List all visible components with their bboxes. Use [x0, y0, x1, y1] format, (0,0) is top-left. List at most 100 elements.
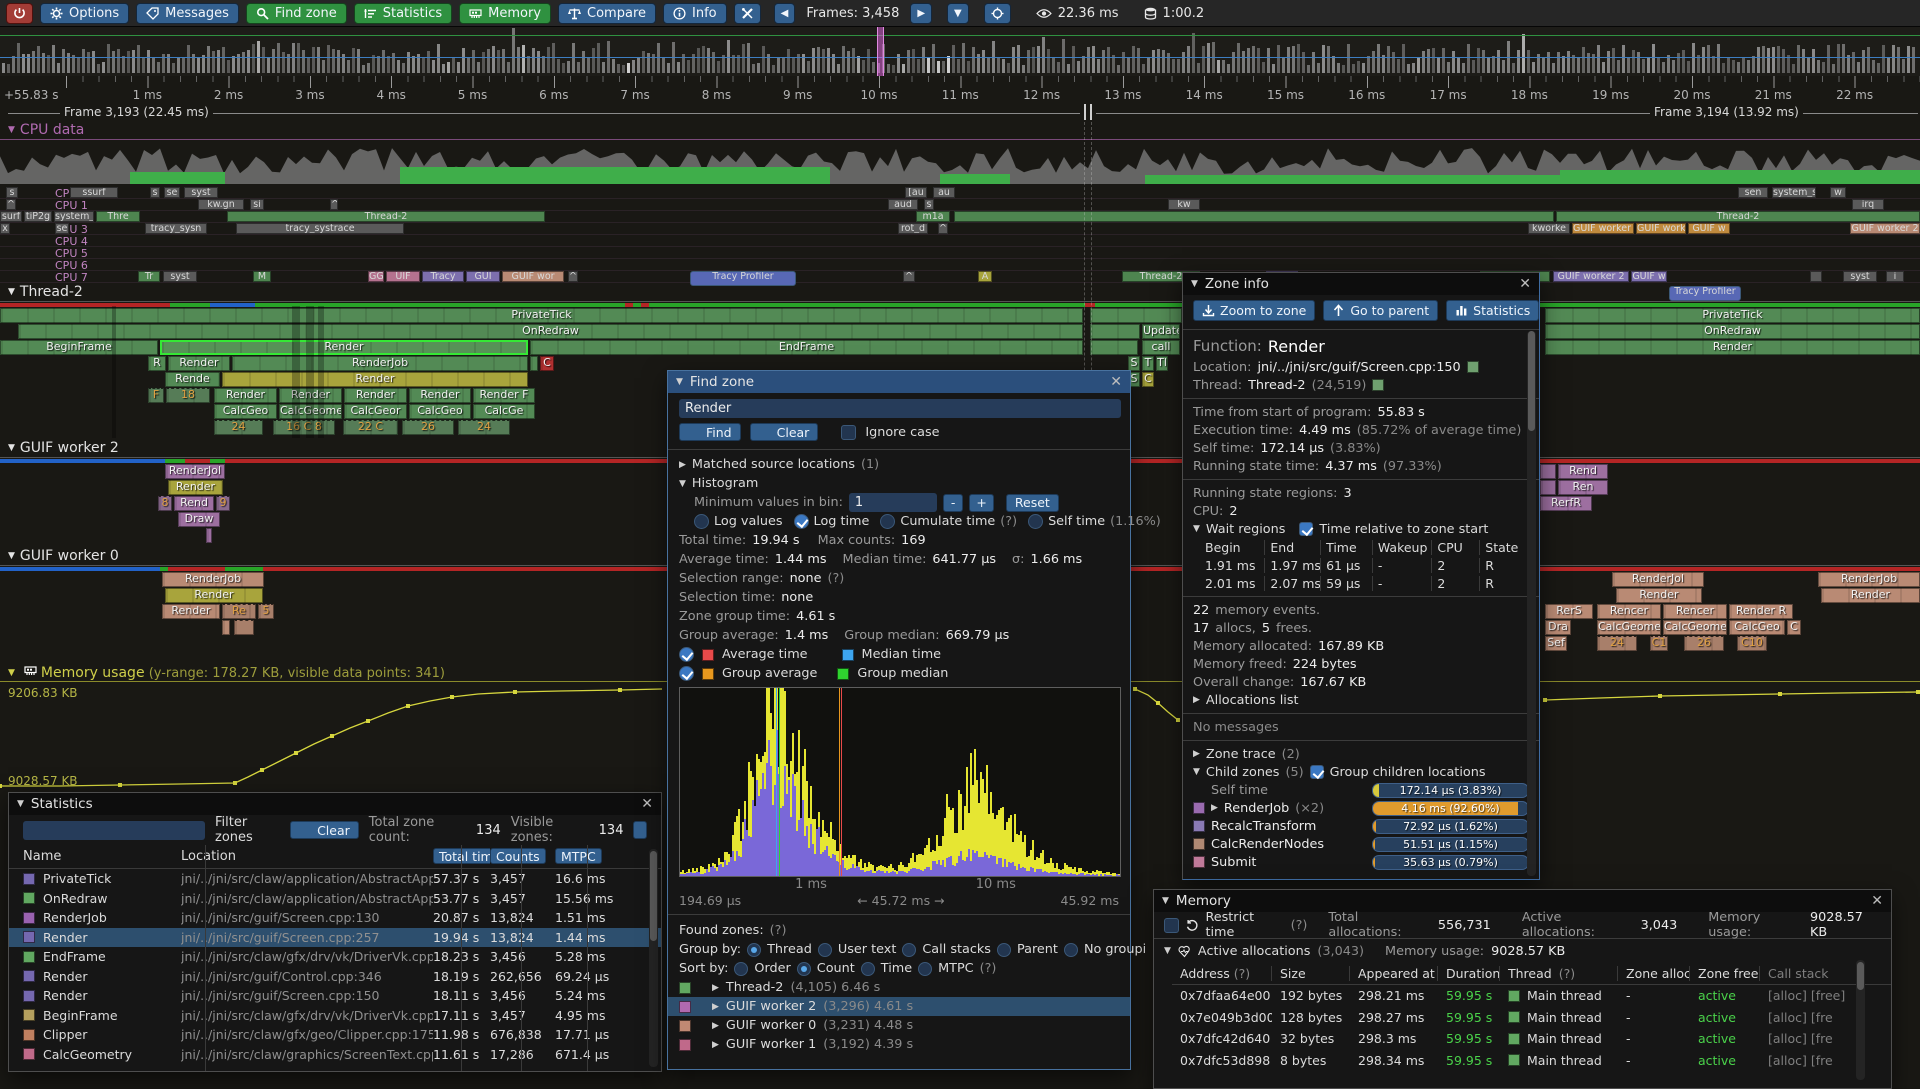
- frame-bar[interactable]: [1027, 50, 1030, 73]
- histogram-bar[interactable]: [840, 843, 842, 876]
- collapse-icon[interactable]: ▼: [1193, 524, 1200, 534]
- histogram-bar[interactable]: [1084, 872, 1086, 876]
- statistics-button[interactable]: Statistics: [1446, 299, 1540, 321]
- zone[interactable]: RenderJob: [232, 356, 528, 371]
- zone[interactable]: RerfR: [1540, 496, 1592, 511]
- frame-bar[interactable]: [1262, 62, 1265, 73]
- frame-bar[interactable]: [1447, 61, 1450, 73]
- zone[interactable]: Render: [409, 388, 471, 403]
- zone[interactable]: Render: [1821, 588, 1920, 603]
- frame-bar[interactable]: [42, 53, 45, 73]
- frame-bar[interactable]: [352, 48, 355, 73]
- cpu-zone[interactable]: Tracy: [422, 271, 464, 282]
- frame-bar[interactable]: [827, 48, 830, 73]
- cpu-zone[interactable]: M: [253, 271, 271, 282]
- frame-bar[interactable]: [1842, 43, 1845, 73]
- frame-bar[interactable]: [1327, 46, 1330, 73]
- histogram-bar[interactable]: [1066, 864, 1068, 876]
- frame-bar[interactable]: [1887, 58, 1890, 73]
- thread-header-guif-worker-2[interactable]: ▼ GUIF worker 2: [8, 440, 119, 456]
- histogram-bar[interactable]: [1040, 852, 1042, 876]
- frame-bar[interactable]: [1597, 44, 1600, 73]
- cpu-zone[interactable]: tracy_systrace: [236, 223, 404, 234]
- frame-bar[interactable]: [1407, 63, 1410, 73]
- find-zone-search-input[interactable]: [679, 399, 1121, 418]
- zone-render-selected[interactable]: Render: [160, 340, 528, 355]
- cpu-zone[interactable]: GG: [368, 271, 384, 282]
- frame-bar[interactable]: [1357, 60, 1360, 73]
- zone[interactable]: [222, 620, 230, 635]
- frame-bar[interactable]: [1232, 51, 1235, 73]
- frame-bar[interactable]: [1867, 47, 1870, 73]
- histogram-bar[interactable]: [1096, 870, 1098, 876]
- close-icon[interactable]: ✕: [1110, 374, 1122, 390]
- cpu-zone[interactable]: A: [978, 271, 992, 282]
- frame-bar[interactable]: [1752, 55, 1755, 73]
- frame-bar[interactable]: [552, 43, 555, 73]
- frame-bar[interactable]: [1472, 60, 1475, 73]
- wait-regions-label[interactable]: Wait regions: [1205, 521, 1286, 537]
- frame-bar[interactable]: [327, 45, 330, 73]
- histogram-bar[interactable]: [782, 688, 784, 876]
- stats-filter-input[interactable]: [23, 820, 205, 840]
- stats-row-endframe[interactable]: EndFrame jni/../jni/src/claw/gfx/drv/vk/D…: [9, 947, 661, 967]
- frame-bar[interactable]: [1202, 46, 1205, 73]
- frame-bar[interactable]: [677, 61, 680, 73]
- histogram-bar[interactable]: [1030, 850, 1032, 876]
- frame-bar[interactable]: [1542, 57, 1545, 73]
- frame-bar[interactable]: [902, 64, 905, 73]
- zone[interactable]: Render: [168, 480, 223, 495]
- crosshair-button[interactable]: [983, 2, 1011, 24]
- frame-bar[interactable]: [217, 49, 220, 73]
- frame-bar[interactable]: [1677, 53, 1680, 73]
- histogram-bar[interactable]: [998, 810, 1000, 876]
- frame-bar[interactable]: [692, 53, 695, 73]
- wait-region-row[interactable]: 1.91 ms 1.97 ms 61 µs -2 R: [1205, 556, 1539, 574]
- avg-time-checkbox[interactable]: [679, 647, 694, 662]
- frame-bar[interactable]: [592, 48, 595, 73]
- histogram-bar[interactable]: [1032, 840, 1034, 876]
- histogram-bar[interactable]: [992, 812, 994, 876]
- frame-bar[interactable]: [1372, 51, 1375, 73]
- stats-row-privatetick[interactable]: PrivateTick jni/../jni/src/claw/applicati…: [9, 869, 661, 889]
- frame-bar[interactable]: [837, 64, 840, 73]
- frame-bar[interactable]: [232, 56, 235, 73]
- histogram-bar[interactable]: [884, 867, 886, 876]
- frame-bar[interactable]: [1777, 46, 1780, 73]
- frame-bar[interactable]: [977, 54, 980, 73]
- histogram-bar[interactable]: [868, 862, 870, 876]
- mem-col-header-zone-free[interactable]: Zone free: [1690, 966, 1760, 981]
- cpu-zone[interactable]: Tr: [138, 271, 160, 282]
- zone[interactable]: Render: [214, 388, 277, 403]
- zone[interactable]: [234, 620, 254, 635]
- frame-bar[interactable]: [247, 50, 250, 73]
- frame-bar[interactable]: [537, 51, 540, 73]
- frame-bar[interactable]: [1802, 48, 1805, 73]
- zone[interactable]: C: [1142, 372, 1154, 387]
- find-button[interactable]: Find: [679, 423, 741, 441]
- frame-bar[interactable]: [732, 54, 735, 73]
- options-button[interactable]: Options: [40, 2, 130, 24]
- frame-bar[interactable]: [582, 50, 585, 73]
- zone[interactable]: 9: [216, 496, 230, 511]
- frame-bar[interactable]: [572, 43, 575, 73]
- frame-bar[interactable]: [772, 64, 775, 73]
- histogram-bar[interactable]: [880, 865, 882, 876]
- frame-bar[interactable]: [1852, 52, 1855, 73]
- allocation-row[interactable]: 0x7e049b3d00 128 bytes 298.27 ms 59.95 s Mai…: [1180, 1009, 1833, 1025]
- frame-bar[interactable]: [1392, 52, 1395, 73]
- cpu-zone[interactable]: ^: [568, 271, 578, 282]
- histogram-bar[interactable]: [1078, 868, 1080, 876]
- histogram-bar[interactable]: [910, 858, 912, 876]
- frame-bar[interactable]: [527, 56, 530, 73]
- frame-bar[interactable]: [1687, 61, 1690, 73]
- frame-bar[interactable]: [487, 48, 490, 73]
- tools-button[interactable]: [733, 2, 761, 24]
- frame-bar[interactable]: [1322, 44, 1325, 73]
- frame-bar[interactable]: [617, 64, 620, 73]
- frame-bar[interactable]: [1422, 51, 1425, 73]
- frame-bar[interactable]: [407, 51, 410, 73]
- frame-bar[interactable]: [1082, 56, 1085, 73]
- histogram-bar[interactable]: [750, 770, 752, 876]
- frame-bar[interactable]: [457, 62, 460, 73]
